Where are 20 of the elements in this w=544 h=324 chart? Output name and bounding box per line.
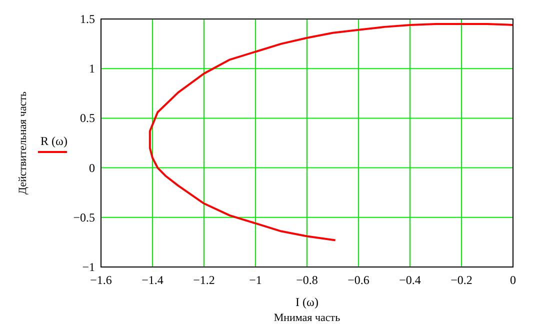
y-tick-label: −0.5 [73, 210, 95, 224]
x-tick-label: −0.8 [296, 273, 318, 287]
x-axis-title: I (ω) [296, 295, 318, 309]
text: R (ω) [40, 134, 68, 148]
y-axis-title: Действительная часть [17, 91, 29, 195]
x-tick-label: −1 [249, 273, 262, 287]
y-tick-label: −1 [82, 260, 95, 274]
x-tick-label: 0 [510, 273, 516, 287]
y-tick-label: 1.5 [80, 12, 95, 26]
x-tick-label: −0.4 [399, 273, 421, 287]
line-series [148, 22, 514, 242]
x-tick-label: −0.2 [450, 273, 472, 287]
y-tick-label: 0.5 [80, 111, 95, 126]
x-tick-label: −1.6 [90, 273, 112, 287]
y-tick-label: 0 [89, 160, 95, 175]
y-tick-label: 1 [89, 62, 95, 76]
x-tick-label: −1.2 [193, 273, 215, 287]
x-tick-label: −0.6 [348, 273, 370, 287]
x-tick-label: −1.4 [142, 273, 164, 287]
text: Мнимая часть [274, 312, 340, 324]
